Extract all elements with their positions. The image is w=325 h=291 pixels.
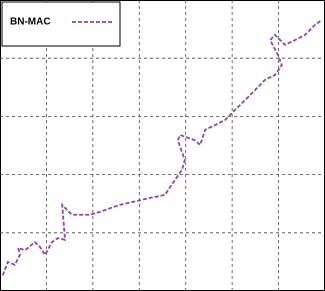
series-line bbox=[1, 19, 323, 276]
legend: BN-MAC bbox=[1, 1, 121, 47]
legend-box bbox=[1, 1, 121, 47]
lines bbox=[1, 19, 323, 276]
legend-label: BN-MAC bbox=[10, 17, 51, 28]
